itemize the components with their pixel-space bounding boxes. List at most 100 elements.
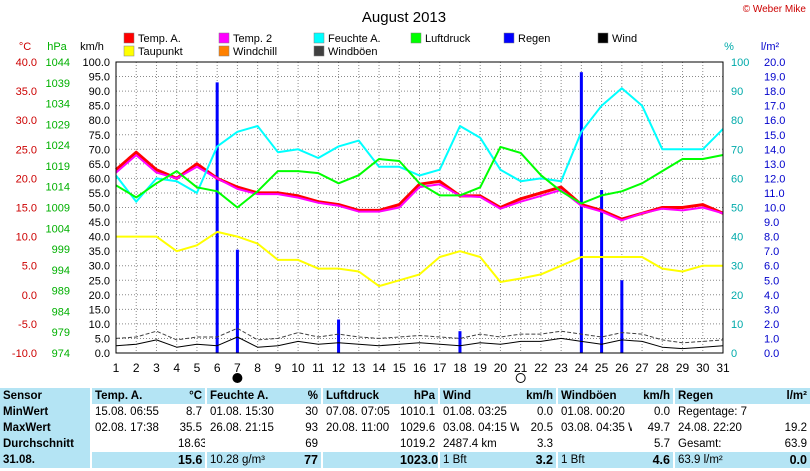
- x-tick-label: 28: [656, 361, 670, 375]
- temp-tick-label: 30.0: [16, 115, 37, 127]
- temp-tick-label: 5.0: [22, 261, 37, 273]
- stats-avg-hum-empty: [205, 436, 288, 452]
- axis-ticks: 40.0 35.0 30.0 25.0 20.0 15.0 10.0 5.0 0.0 -5.0 -1…: [12, 57, 786, 360]
- stats-avg-press-empty: [321, 436, 397, 452]
- x-tick-label: 22: [534, 361, 548, 375]
- stats-avg-hum-val: 69: [305, 438, 318, 450]
- humidity-tick-label: 30: [731, 261, 743, 273]
- temp-tick-label: 0.0: [22, 290, 37, 302]
- humidity-tick-label: 70: [731, 144, 743, 156]
- x-tick-label: 13: [352, 361, 366, 375]
- stats-min-press-val: 1010.1: [400, 406, 436, 418]
- series-line-wind: [115, 336, 724, 350]
- x-tick-label: 29: [676, 361, 690, 375]
- x-tick-label: 24: [575, 361, 589, 375]
- stats-current-row: 31.08. 15.6 10.28 g/m³ 77 1023.0 1 Bft 3…: [0, 452, 810, 468]
- wind-tick-label: 65.0: [89, 159, 110, 171]
- rain-bars: [215, 72, 624, 354]
- temp-tick-label: 40.0: [16, 57, 37, 69]
- temp-tick-label: 20.0: [16, 173, 37, 185]
- pressure-tick-label: 1024: [46, 140, 70, 152]
- stats-rain-days: Regentage: 7: [673, 404, 810, 420]
- stats-header-press-unit: hPa: [397, 388, 439, 404]
- temp-tick-label: 25.0: [16, 144, 37, 156]
- humidity-tick-label: 10: [731, 319, 743, 331]
- humidity-tick-label: 40: [731, 232, 743, 244]
- pressure-tick-label: 979: [52, 327, 70, 339]
- statistics-table: Sensor Temp. A. °C Feuchte A. % Luftdruc…: [0, 388, 810, 468]
- stats-avg-wind-dist: 2487.4 km: [438, 436, 519, 452]
- stats-max-rain-time: 24.08. 22:20: [673, 420, 760, 436]
- stats-header-hum: Feuchte A.: [205, 388, 288, 404]
- rain-tick-label: 1.0: [764, 333, 779, 345]
- stats-avg-temp-val: 18.63: [178, 438, 206, 450]
- stats-header-sensor: Sensor: [0, 388, 91, 404]
- humidity-tick-label: 50: [731, 203, 743, 215]
- legend-swatch: [597, 32, 609, 44]
- rain-tick-label: 2.0: [764, 319, 779, 331]
- wind-tick-label: 90.0: [89, 86, 110, 98]
- x-tick-label: 9: [275, 361, 282, 375]
- pressure-tick-label: 984: [52, 306, 70, 318]
- pressure-tick-label: 974: [52, 348, 70, 360]
- x-tick-label: 14: [372, 361, 386, 375]
- humidity-tick-label: 80: [731, 115, 743, 127]
- legend-label: Temp. A.: [138, 33, 181, 45]
- stats-max-wind-val: 20.5: [530, 422, 553, 434]
- temp-tick-label: -10.0: [12, 348, 37, 360]
- series-line-pressure: [115, 145, 724, 209]
- moon-markers: [232, 373, 526, 383]
- stats-max-gust-val: 49.7: [647, 422, 670, 434]
- stats-min-hum-val: 30: [305, 406, 318, 418]
- wind-tick-label: 95.0: [89, 72, 110, 84]
- wind-tick-label: 80.0: [89, 115, 110, 127]
- rain-tick-label: 7.0: [764, 246, 779, 258]
- rain-bar-day-25: [600, 190, 604, 353]
- stats-header-rain-unit: l/m²: [760, 388, 810, 404]
- humidity-tick-label: 100: [731, 57, 749, 69]
- stats-max-temp-time: 02.08. 17:38: [90, 420, 175, 436]
- stats-cur-temp-val: 15.6: [175, 452, 206, 468]
- series-line-temp-2: [115, 154, 724, 222]
- humidity-tick-label: 0: [731, 348, 737, 360]
- stats-max-wind-dir: W: [510, 422, 519, 434]
- x-tick-label: 17: [433, 361, 447, 375]
- rain-tick-label: 16.0: [764, 115, 785, 127]
- x-tick-label: 26: [615, 361, 629, 375]
- x-axis-ticks: 1 2 3 4 5 6 7 8 9 10 11 12 13 14 15 16 17 18 19 20 21 22 23 24 2…: [113, 361, 730, 375]
- stats-min-hum-time: 01.08. 15:30: [205, 404, 288, 420]
- stats-avg-press-val: 1019.2: [400, 438, 436, 450]
- x-tick-label: 31: [716, 361, 730, 375]
- rain-bar-day-26: [620, 280, 624, 353]
- legend-label: Wind: [612, 33, 637, 45]
- stats-cur-press-empty: [321, 452, 397, 468]
- series-line-gusts: [115, 327, 724, 344]
- rain-tick-label: 9.0: [764, 217, 779, 229]
- stats-max-press-time: 20.08. 11:00: [321, 420, 397, 436]
- stats-max-gust-time-text: 03.08. 04:35: [561, 422, 625, 434]
- legend-label: Taupunkt: [138, 46, 183, 58]
- chart-lines: [115, 87, 724, 350]
- wind-tick-label: 45.0: [89, 217, 110, 229]
- humidity-axis-unit: %: [724, 41, 734, 53]
- pressure-tick-label: 1044: [46, 57, 70, 69]
- stats-max-wind-time-text: 03.08. 04:15: [443, 422, 507, 434]
- new-moon-icon: [515, 373, 526, 383]
- stats-cur-press-val: 1023.0: [397, 452, 439, 468]
- wind-tick-label: 40.0: [89, 232, 110, 244]
- x-tick-label: 2: [133, 361, 140, 375]
- copyright-text: © Weber Mike: [743, 4, 807, 15]
- wind-tick-label: 85.0: [89, 101, 110, 113]
- x-tick-label: 15: [393, 361, 407, 375]
- stats-cur-hum-abs: 10.28 g/m³: [205, 452, 288, 468]
- rain-bar-day-6: [215, 82, 219, 354]
- stats-min-label: MinWert: [0, 404, 91, 420]
- rain-tick-label: 19.0: [764, 72, 785, 84]
- wind-tick-label: 20.0: [89, 290, 110, 302]
- legend-swatch: [503, 32, 515, 44]
- series-line-dewpoint: [116, 230, 723, 288]
- stats-header-rain: Regen: [673, 388, 760, 404]
- rain-tick-label: 12.0: [764, 173, 785, 185]
- x-tick-label: 8: [254, 361, 261, 375]
- humidity-tick-label: 60: [731, 173, 743, 185]
